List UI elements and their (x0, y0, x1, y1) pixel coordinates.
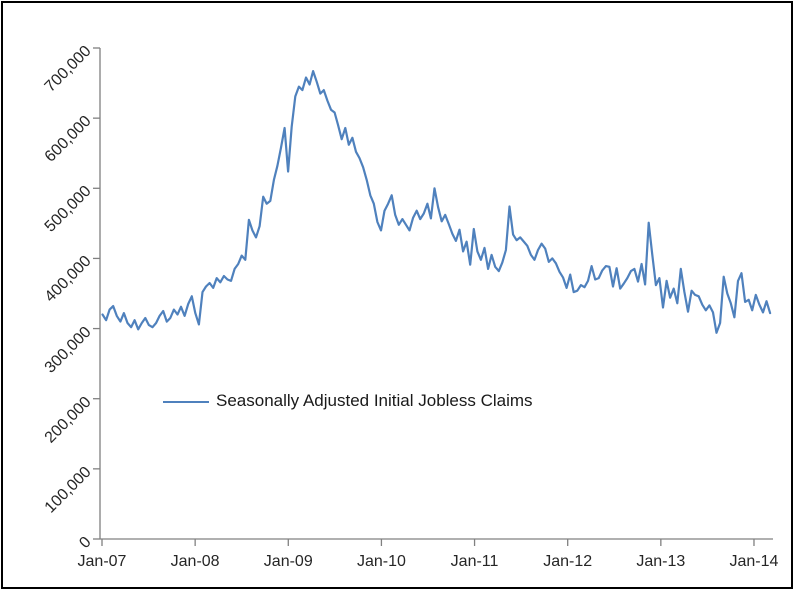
x-tick-label: Jan-08 (170, 553, 220, 570)
legend[interactable]: Seasonally Adjusted Initial Jobless Clai… (163, 391, 533, 411)
x-tick-label: Jan-11 (450, 553, 499, 570)
jobless-claims-line (101, 69, 772, 334)
legend-label: Seasonally Adjusted Initial Jobless Clai… (216, 391, 533, 410)
legend-line-sample-icon (163, 400, 209, 403)
x-tick-label: Jan-13 (636, 553, 686, 570)
line-plot (93, 47, 773, 546)
x-tick-label: Jan-12 (543, 553, 593, 570)
chart-frame: 0 100,000 200,000 300,000 400,000 500,000 600,… (1, 1, 793, 589)
x-tick-label: Jan-07 (77, 553, 127, 570)
tick-marks (93, 47, 755, 546)
x-tick-label: Jan-10 (356, 553, 406, 570)
x-tick-label: Jan-09 (263, 553, 313, 570)
x-tick-label: Jan-14 (729, 553, 779, 570)
